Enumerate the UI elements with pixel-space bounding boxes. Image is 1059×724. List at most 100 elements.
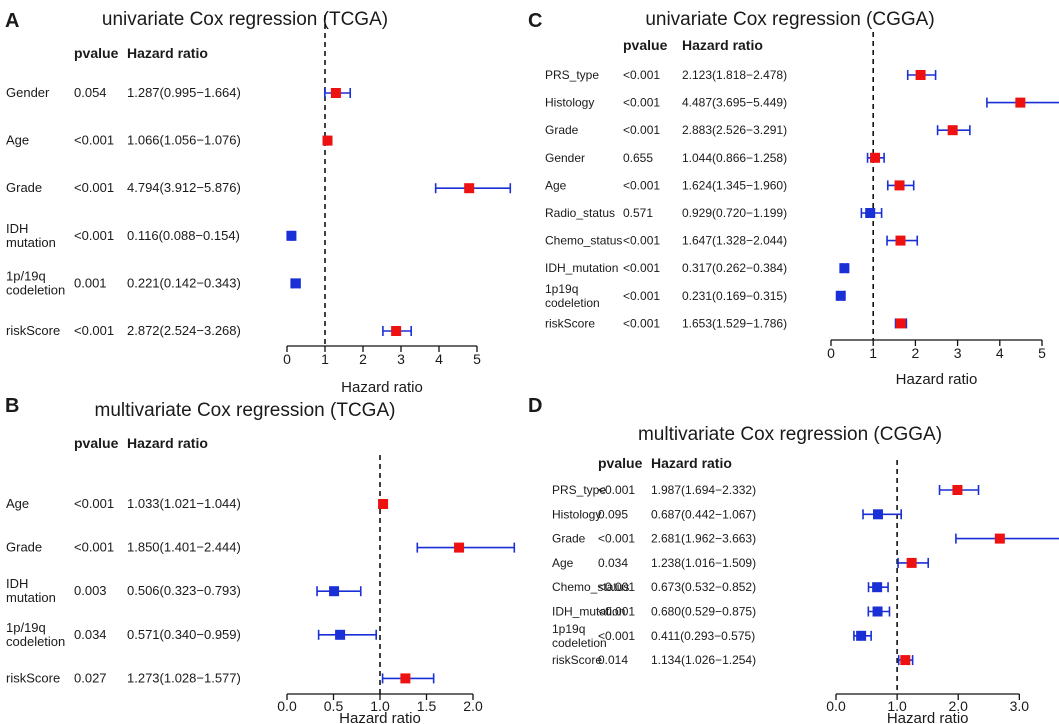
hr-point-marker <box>900 655 911 666</box>
row-hr-text: 2.872(2.524−3.268) <box>127 323 241 338</box>
row-pvalue: <0.001 <box>74 496 114 511</box>
forest-row: Histology <0.001 4.487(3.695−5.449) <box>545 96 1059 110</box>
row-hr-text: 0.221(0.142−0.343) <box>127 275 241 290</box>
x-tick-label: 5 <box>473 351 481 367</box>
row-label: Radio_status <box>545 206 615 220</box>
row-hr-text: 1.044(0.866−1.258) <box>682 151 787 165</box>
pvalue-header: pvalue <box>74 435 119 451</box>
x-tick-label: 1.0 <box>887 698 907 714</box>
row-pvalue: <0.001 <box>598 532 635 546</box>
row-label: Grade <box>6 540 42 555</box>
row-pvalue: <0.001 <box>598 605 635 619</box>
row-pvalue: <0.001 <box>598 483 635 497</box>
row-hr-text: 1.647(1.328−2.044) <box>682 234 787 248</box>
hr-point-marker <box>329 586 340 597</box>
row-hr-text: 2.883(2.526−3.291) <box>682 123 787 137</box>
x-tick-label: 0 <box>283 351 291 367</box>
forest-row: Radio_status 0.571 0.929(0.720−1.199) <box>545 206 883 220</box>
row-label: mutation <box>6 235 56 250</box>
x-tick-label: 2.0 <box>463 698 483 714</box>
row-label: Chemo_status <box>545 234 622 248</box>
hr-point-marker <box>1015 97 1026 108</box>
forest-row: riskScore <0.001 2.872(2.524−3.268) <box>6 323 412 338</box>
row-pvalue: 0.001 <box>74 275 107 290</box>
panel-letter: C <box>528 10 542 32</box>
hr-point-marker <box>286 230 297 241</box>
forest-row: riskScore <0.001 1.653(1.529−1.786) <box>545 316 908 330</box>
row-label: codeletion <box>6 634 65 649</box>
row-pvalue: <0.001 <box>74 180 114 195</box>
x-axis-label: Hazard ratio <box>887 710 969 724</box>
row-label: Age <box>545 178 567 192</box>
hr-point-marker <box>454 542 465 553</box>
forest-row: Grade <0.001 2.681(1.962−3.663) <box>552 532 1059 546</box>
row-hr-text: 4.794(3.912−5.876) <box>127 180 241 195</box>
row-hr-text: 1.987(1.694−2.332) <box>651 483 756 497</box>
row-pvalue: <0.001 <box>74 228 114 243</box>
forest-row: Chemo_status <0.001 1.647(1.328−2.044) <box>545 234 919 248</box>
row-hr-text: 1.624(1.345−1.960) <box>682 178 787 192</box>
x-tick-label: 3 <box>397 351 405 367</box>
hr-point-marker <box>870 152 881 163</box>
hazard-ratio-header: Hazard ratio <box>682 37 763 53</box>
x-axis-label: Hazard ratio <box>339 710 421 724</box>
row-label: 1p/19q <box>6 620 46 635</box>
hr-point-marker <box>895 235 906 246</box>
row-pvalue: 0.054 <box>74 85 107 100</box>
row-label: codeletion <box>6 282 65 297</box>
pvalue-header: pvalue <box>74 45 119 61</box>
row-label: codeletion <box>545 296 600 310</box>
row-label: riskScore <box>6 670 60 685</box>
row-pvalue: <0.001 <box>623 178 660 192</box>
x-tick-label: 5 <box>1038 345 1046 361</box>
chart-title: univariate Cox regression (TCGA) <box>102 9 388 30</box>
row-hr-text: 0.231(0.169−0.315) <box>682 289 787 303</box>
row-hr-text: 0.317(0.262−0.384) <box>682 261 787 275</box>
row-pvalue: <0.001 <box>598 629 635 643</box>
x-tick-label: 4 <box>435 351 443 367</box>
row-label: Grade <box>545 123 579 137</box>
forest-row: PRS_type<0.001 1.987(1.694−2.332) <box>552 483 980 497</box>
row-pvalue: 0.034 <box>598 556 628 570</box>
row-label: Age <box>6 496 29 511</box>
row-hr-text: 2.123(1.818−2.478) <box>682 68 787 82</box>
x-tick-label: 4 <box>996 345 1004 361</box>
row-hr-text: 1.287(0.995−1.664) <box>127 85 241 100</box>
row-label: Histology <box>545 96 594 110</box>
row-hr-text: 0.687(0.442−1.067) <box>651 507 756 521</box>
pvalue-header: pvalue <box>623 37 668 53</box>
row-pvalue: 0.014 <box>598 653 628 667</box>
row-label: IDH <box>6 576 28 591</box>
forest-row: Grade <0.001 4.794(3.912−5.876) <box>6 180 512 195</box>
forest-row: Age <0.001 1.066(1.056−1.076) <box>6 133 333 148</box>
row-pvalue: 0.027 <box>74 670 107 685</box>
x-tick-label: 3 <box>954 345 962 361</box>
x-tick-label: 0.0 <box>826 698 846 714</box>
forest-row: Chemo_status<0.001 0.673(0.532−0.852) <box>552 580 889 594</box>
row-label: IDH_mutation <box>552 605 625 619</box>
hr-point-marker <box>894 180 905 191</box>
row-hr-text: 0.673(0.532−0.852) <box>651 580 756 594</box>
row-hr-text: 1.033(1.021−1.044) <box>127 496 241 511</box>
hr-point-marker <box>915 70 926 80</box>
row-label: 1p/19q <box>6 268 46 283</box>
row-pvalue: <0.001 <box>74 540 114 555</box>
row-label: riskScore <box>552 653 602 667</box>
panel-letter: B <box>5 395 19 417</box>
hazard-ratio-header: Hazard ratio <box>127 435 208 451</box>
x-tick-label: 0.5 <box>324 698 344 714</box>
x-tick-label: 2.0 <box>948 698 968 714</box>
row-hr-text: 1.653(1.529−1.786) <box>682 316 787 330</box>
forest-row: PRS_type <0.001 2.123(1.818−2.478) <box>545 68 937 82</box>
hr-point-marker <box>378 499 389 509</box>
hr-point-marker <box>322 135 333 146</box>
hazard-ratio-header: Hazard ratio <box>651 455 732 471</box>
